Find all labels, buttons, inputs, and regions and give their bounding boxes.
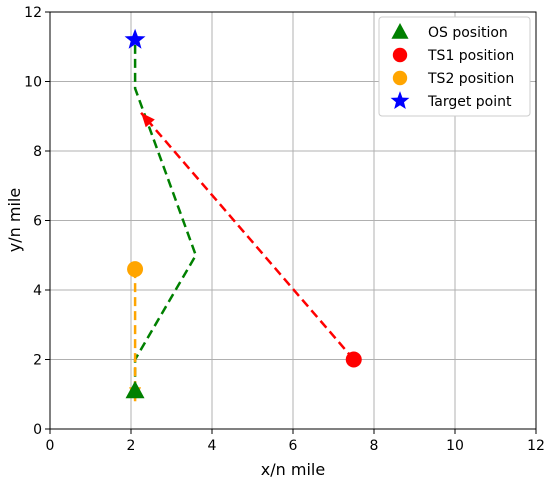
ts2-position-legend-label: TS2 position [427,71,514,87]
x-tick-label: 2 [127,438,136,454]
x-tick-label: 10 [446,438,464,454]
x-tick-label: 6 [289,438,298,454]
legend: OS position TS1 position TS2 position Targe… [378,16,531,117]
x-tick-label: 8 [370,438,379,454]
y-axis-label: y/n mile [5,188,24,252]
ts2-position-legend-marker [392,70,408,86]
ts1-position-legend-label: TS1 position [427,48,514,64]
y-tick-label: 0 [33,422,42,438]
y-tick-label: 2 [33,353,42,369]
ts1-position-legend-marker [392,47,408,63]
target-point-legend-marker [390,91,410,109]
y-tick-label: 8 [33,144,42,160]
y-tick-label: 6 [33,214,42,230]
x-tick-label: 4 [208,438,217,454]
y-tick-label: 10 [24,75,42,91]
x-tick-label: 0 [46,438,55,454]
axis-ticks: 0 2 4 6 8 10 12 0 2 4 6 8 10 12 [24,5,545,454]
legend-box [378,16,531,117]
target-point-legend-label: Target point [427,94,512,110]
arrow-head [141,112,155,128]
ts2-position-marker [127,261,144,278]
x-axis-label: x/n mile [261,460,325,479]
ts1-position-marker [345,351,362,368]
os-position-legend-label: OS position [428,25,508,41]
os-position-legend-marker [391,23,409,39]
os-position-marker [125,380,145,399]
y-tick-label: 4 [33,283,42,299]
x-tick-label: 12 [527,438,545,454]
position-markers [124,28,362,399]
trajectory-path [140,111,355,361]
y-tick-label: 12 [24,5,42,21]
target-point-marker [124,28,146,49]
